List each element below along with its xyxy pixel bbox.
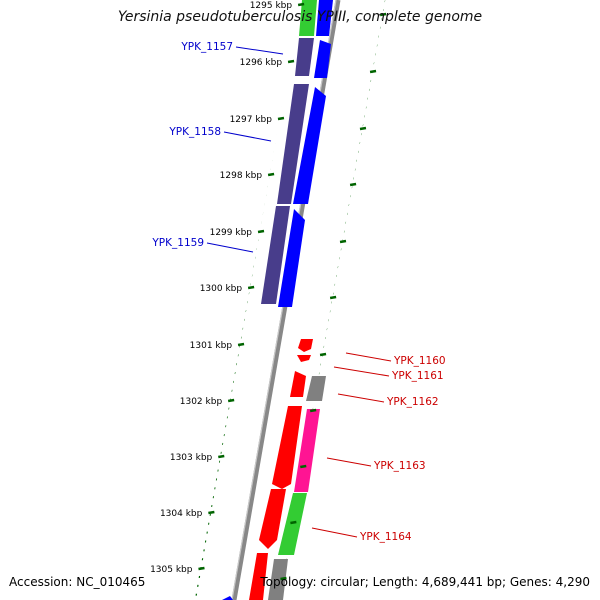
tick-mark (309, 408, 317, 413)
genome-title: Yersinia pseudotuberculosis YPIII, compl… (117, 9, 483, 25)
tick-mark (287, 59, 295, 64)
gene-label[interactable]: YPK_1157 (180, 41, 233, 53)
gene-feature[interactable] (290, 371, 306, 397)
gene-feature[interactable] (277, 84, 309, 204)
tick-label: 1305 kbp (150, 565, 193, 575)
gene-feature[interactable] (297, 355, 311, 362)
reverse-features (222, 339, 326, 600)
tick-mark (227, 398, 235, 403)
tick-mark (280, 576, 287, 581)
tick-label: 1295 kbp (250, 1, 293, 11)
tick-label: 1296 kbp (240, 58, 283, 68)
gene-label[interactable]: YPK_1164 (359, 531, 412, 543)
gene-feature[interactable] (278, 493, 307, 555)
tick-label: 1301 kbp (190, 341, 233, 351)
tick-mark (300, 464, 307, 469)
gene-label-leader (223, 131, 272, 142)
gene-label[interactable]: YPK_1159 (151, 237, 204, 249)
tick-mark (369, 69, 377, 74)
gene-feature[interactable] (261, 206, 290, 304)
tick-mark (329, 295, 337, 300)
tick-mark (297, 2, 305, 7)
gene-feature[interactable] (294, 409, 320, 492)
gene-label[interactable]: YPK_1158 (168, 126, 221, 138)
gene-feature[interactable] (259, 489, 286, 549)
gene-feature[interactable] (249, 553, 268, 600)
gene-feature[interactable] (298, 339, 313, 352)
tick-mark (290, 520, 297, 525)
gene-label-leader (235, 46, 284, 55)
tick-mark (339, 239, 347, 244)
gene-feature[interactable] (314, 40, 331, 78)
gene-feature[interactable] (278, 209, 305, 307)
tick-mark (218, 454, 225, 459)
tick-mark (379, 12, 387, 17)
gene-label-leader (337, 393, 385, 403)
tick-mark (359, 126, 367, 131)
gene-label-leader (311, 527, 358, 538)
gene-feature[interactable] (316, 0, 333, 36)
gene-label-leader (345, 352, 392, 362)
forward-features (261, 0, 333, 307)
tick-label: 1299 kbp (210, 228, 253, 238)
gene-feature[interactable] (306, 376, 326, 401)
gene-feature[interactable] (222, 596, 233, 600)
gene-feature[interactable] (268, 559, 288, 600)
tick-mark (198, 566, 205, 571)
tick-mark (319, 352, 327, 357)
tick-mark (208, 510, 215, 515)
tick-label: 1302 kbp (180, 397, 223, 407)
topology-summary: Topology: circular; Length: 4,689,441 bp… (260, 575, 590, 589)
tick-mark (267, 172, 275, 177)
tick-mark (349, 182, 357, 187)
gene-label[interactable]: YPK_1162 (386, 396, 439, 408)
gene-feature[interactable] (272, 406, 302, 489)
tick-label: 1300 kbp (200, 284, 243, 294)
tick-label: 1304 kbp (160, 509, 203, 519)
gene-feature[interactable] (295, 38, 314, 76)
gene-feature[interactable] (293, 87, 326, 204)
tick-label: 1298 kbp (220, 171, 263, 181)
accession-text: Accession: NC_010465 (9, 575, 146, 589)
tick-mark (247, 285, 255, 290)
gene-label[interactable]: YPK_1163 (373, 460, 426, 472)
tick-mark (277, 116, 285, 121)
gene-label-leader (333, 366, 390, 377)
gene-label-leader (206, 242, 254, 253)
tick-label: 1303 kbp (170, 453, 213, 463)
gene-label-leader (326, 457, 372, 467)
tick-mark (237, 342, 245, 347)
gene-label[interactable]: YPK_1160 (393, 355, 446, 367)
scale-ticks: 1295 kbp 1296 kbp 1297 kbp 1298 kbp 1299 kbp… (150, 1, 387, 581)
tick-label: 1297 kbp (230, 115, 273, 125)
gene-labels: YPK_1157 YPK_1158 YPK_1159 YPK_1160 YPK_1161… (151, 41, 445, 543)
tick-mark (257, 229, 265, 234)
gene-label[interactable]: YPK_1161 (391, 370, 444, 382)
gene-feature[interactable] (299, 0, 317, 36)
